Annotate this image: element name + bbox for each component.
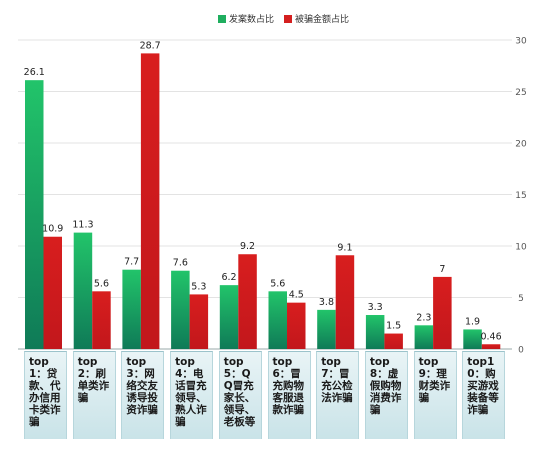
x-category-label: top9：理财类诈骗	[413, 351, 457, 439]
bar-series-1	[365, 315, 385, 349]
x-category-label: top6：冒充购物客服退款诈骗	[267, 351, 311, 439]
bar-series-2	[335, 255, 355, 349]
data-label-series-1: 6.2	[221, 272, 236, 283]
data-label-series-1: 3.3	[368, 302, 383, 313]
legend-item-series-1: 发案数占比	[218, 12, 274, 25]
data-label-series-2: 5.3	[191, 281, 206, 292]
legend-label-series-2: 被骗金额占比	[295, 15, 350, 25]
data-label-series-2: 9.2	[240, 241, 255, 252]
bar-series-1	[219, 285, 239, 349]
x-category-label: top1：贷款、代办信用卡类诈骗	[24, 351, 67, 439]
bar-series-2	[43, 236, 62, 349]
data-label-series-1: 2.3	[416, 312, 431, 323]
legend-swatch-series-2	[284, 14, 293, 23]
data-label-series-1: 1.9	[465, 316, 480, 327]
legend: 发案数占比 被骗金额占比	[218, 12, 359, 25]
y-tick-label: 5	[518, 294, 524, 304]
data-label-series-1: 26.1	[24, 67, 45, 78]
x-category-label: top5：QQ冒充家长、领导、老板等	[218, 351, 262, 439]
bar-series-1	[122, 269, 141, 349]
y-tick-label: 25	[515, 88, 526, 98]
x-category-label: top4：电话冒充领导、熟人诈骗	[170, 351, 214, 439]
bar-series-2	[92, 291, 111, 349]
bar-series-2	[481, 344, 501, 349]
bar-series-1	[171, 270, 190, 349]
x-category-label: top7：冒充公检法诈骗	[316, 351, 360, 439]
y-tick-label: 0	[518, 346, 524, 356]
data-label-series-2: 1.5	[386, 321, 401, 332]
data-label-series-2: 9.1	[337, 242, 352, 253]
bar-series-1	[317, 309, 336, 349]
data-label-series-2: 7	[439, 264, 445, 275]
bar-series-2	[433, 276, 452, 349]
legend-item-series-2: 被骗金额占比	[284, 12, 349, 25]
data-label-series-2: 4.5	[289, 290, 304, 301]
data-label-series-2: 10.9	[42, 224, 63, 235]
bar-series-1	[463, 329, 482, 349]
data-label-series-1: 7.6	[173, 258, 188, 269]
data-label-series-2: 0.46	[480, 331, 501, 342]
bar-series-2	[238, 254, 257, 349]
data-label-series-1: 5.6	[270, 278, 285, 289]
legend-label-series-1: 发案数占比	[229, 15, 275, 25]
y-tick-label: 15	[515, 191, 526, 201]
x-category-label: top10：购买游戏装备等诈骗	[462, 351, 506, 439]
y-tick-label: 20	[515, 140, 527, 150]
data-label-series-2: 28.7	[140, 40, 161, 51]
data-label-series-1: 11.3	[72, 220, 93, 231]
x-category-label: top2：刷单类诈骗	[72, 351, 116, 439]
bar-series-1	[414, 325, 434, 349]
x-category-label: top8：虚假购物消费诈骗	[364, 351, 408, 439]
bar-series-2	[287, 302, 306, 349]
bar-series-1	[268, 291, 287, 349]
data-label-series-1: 7.7	[124, 257, 139, 268]
bar-series-1	[25, 80, 44, 350]
data-label-series-2: 5.6	[94, 278, 109, 289]
legend-swatch-series-1	[218, 14, 226, 23]
bar-series-2	[384, 333, 403, 349]
data-label-series-1: 3.8	[319, 297, 334, 308]
bar-series-2	[140, 53, 160, 349]
bar-series-2	[189, 294, 209, 349]
x-category-label: top3：网络交友诱导投资诈骗	[121, 351, 165, 439]
y-tick-label: 10	[515, 243, 527, 253]
y-tick-label: 30	[515, 37, 527, 47]
bar-series-1	[73, 232, 93, 349]
